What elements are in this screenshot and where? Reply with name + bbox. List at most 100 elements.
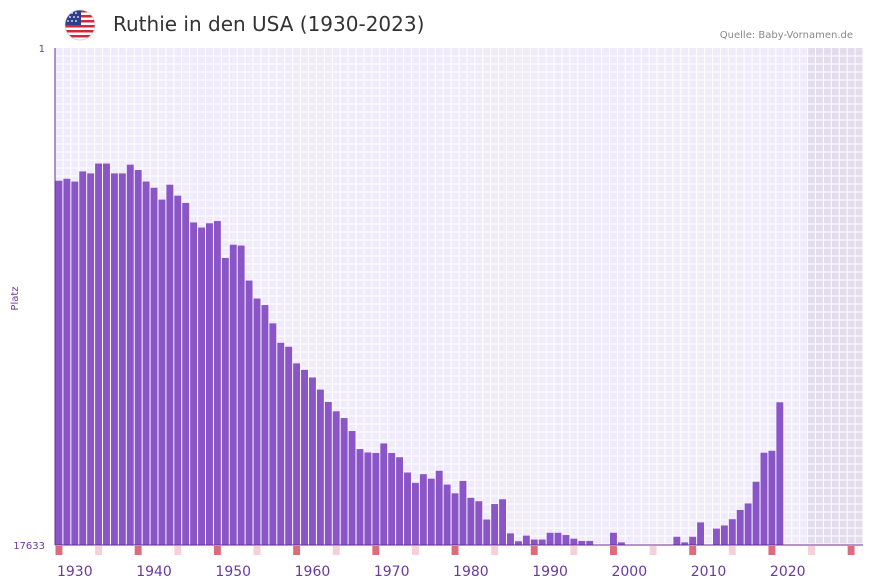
x-tick-label-2000: 2000 xyxy=(611,564,647,580)
bar-1936 xyxy=(118,173,126,545)
bar-2012 xyxy=(720,525,728,545)
bar-1944 xyxy=(182,203,190,545)
decade-marker-1988 xyxy=(530,546,538,555)
x-tick-label-1930: 1930 xyxy=(57,564,93,580)
x-tick-label-1960: 1960 xyxy=(295,564,331,580)
x-tick-labels: 1930 1940 1950 1960 1970 1980 1990 2000 2010 2020 xyxy=(57,564,806,580)
bar-1979 xyxy=(459,480,467,545)
bar-1935 xyxy=(110,173,118,545)
x-tick-label-1970: 1970 xyxy=(374,564,410,580)
bar-2009 xyxy=(697,522,705,545)
x-tick-label-2020: 2020 xyxy=(770,564,806,580)
year-markers xyxy=(55,546,855,555)
half-decade-marker-1973 xyxy=(411,546,419,555)
bar-2014 xyxy=(736,509,744,545)
bar-1992 xyxy=(562,535,570,545)
bar-1999 xyxy=(617,542,625,545)
bar-1966 xyxy=(356,449,364,545)
bar-1972 xyxy=(404,472,411,545)
bar-2007 xyxy=(681,542,689,545)
bar-1962 xyxy=(324,402,332,545)
half-decade-marker-1943 xyxy=(174,546,182,555)
bar-1980 xyxy=(467,497,475,545)
bar-1968 xyxy=(372,453,380,545)
decade-marker-1998 xyxy=(610,546,617,555)
x-tick-label-1980: 1980 xyxy=(453,564,489,580)
half-decade-marker-2003 xyxy=(649,546,657,555)
bar-1946 xyxy=(198,227,206,546)
bar-2008 xyxy=(689,536,697,545)
bar-1994 xyxy=(578,540,586,545)
half-decade-marker-1983 xyxy=(491,546,499,555)
bar-1959 xyxy=(301,369,308,545)
decade-marker-1968 xyxy=(372,546,380,555)
y-axis-label: Platz xyxy=(10,286,21,310)
bar-1930 xyxy=(71,181,79,546)
bar-1956 xyxy=(277,342,285,545)
half-decade-marker-1993 xyxy=(570,546,578,555)
us-flag-icon xyxy=(64,9,96,41)
bar-1983 xyxy=(491,504,499,545)
bar-1988 xyxy=(530,539,538,545)
bar-1941 xyxy=(158,199,166,546)
bar-1961 xyxy=(316,389,324,545)
x-tick-label-1940: 1940 xyxy=(136,564,172,580)
axes xyxy=(54,48,863,546)
grid-lines xyxy=(54,48,864,545)
decade-marker-1958 xyxy=(293,546,301,555)
bar-2015 xyxy=(744,503,752,545)
y-tick-labels: 1 17633 xyxy=(13,44,45,552)
bar-1949 xyxy=(221,257,229,545)
bar-1989 xyxy=(538,539,546,545)
bar-2011 xyxy=(712,528,720,545)
bar-1940 xyxy=(150,187,158,545)
bar-1954 xyxy=(261,305,269,545)
bar-1977 xyxy=(443,484,451,545)
source-label: Quelle: Baby-Vornamen.de xyxy=(719,30,853,41)
bar-1933 xyxy=(95,163,103,545)
bar-1947 xyxy=(206,223,213,545)
bar-1953 xyxy=(253,298,261,545)
bar-1948 xyxy=(213,221,221,546)
bar-1928 xyxy=(55,180,63,545)
bar-1969 xyxy=(380,443,388,545)
bar-1950 xyxy=(229,244,237,545)
bar-1960 xyxy=(308,377,316,545)
decade-marker-2008 xyxy=(689,546,697,555)
bar-1937 xyxy=(126,164,134,545)
bar-1984 xyxy=(499,499,507,545)
bar-1970 xyxy=(388,453,396,545)
bar-2019 xyxy=(776,402,784,545)
bar-2018 xyxy=(768,450,776,545)
bar-2017 xyxy=(760,452,768,545)
decade-marker-1948 xyxy=(213,546,221,555)
bar-1974 xyxy=(419,474,427,545)
bar-1975 xyxy=(427,478,435,545)
x-tick-label-1950: 1950 xyxy=(215,564,251,580)
bar-1939 xyxy=(142,181,150,546)
bar-1952 xyxy=(245,280,253,545)
bar-1991 xyxy=(554,532,562,545)
bar-1963 xyxy=(332,411,340,545)
half-decade-marker-1953 xyxy=(253,546,261,555)
bar-1964 xyxy=(340,418,348,545)
bar-1973 xyxy=(411,482,419,545)
x-tick-label-2010: 2010 xyxy=(691,564,727,580)
bar-1976 xyxy=(435,470,443,545)
bar-2016 xyxy=(752,481,760,545)
bar-1971 xyxy=(396,457,404,545)
bar-1995 xyxy=(586,540,594,545)
bar-1993 xyxy=(570,538,578,545)
bar-series xyxy=(55,163,784,546)
half-decade-marker-2023 xyxy=(808,546,815,555)
bar-1934 xyxy=(103,163,110,545)
half-decade-marker-2013 xyxy=(728,546,736,555)
bar-1951 xyxy=(237,245,245,545)
bar-1958 xyxy=(293,363,301,545)
decade-marker-1938 xyxy=(134,546,142,555)
bar-1985 xyxy=(507,533,514,545)
decade-marker-1978 xyxy=(451,546,459,555)
bar-1929 xyxy=(63,178,71,545)
decade-marker-2028 xyxy=(847,546,855,555)
bar-1981 xyxy=(475,501,483,545)
